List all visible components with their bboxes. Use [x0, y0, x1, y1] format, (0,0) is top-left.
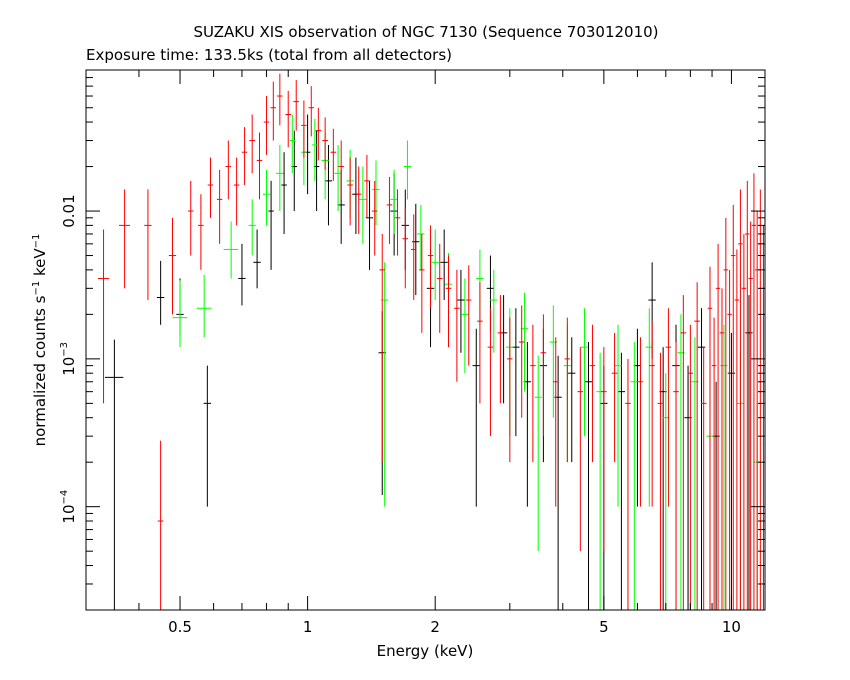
chart-title: SUZAKU XIS observation of NGC 7130 (Sequ… — [193, 23, 658, 41]
x-axis-ticks: 0.5 1 2 5 10 — [85, 70, 741, 636]
x-tick-label: 5 — [599, 618, 609, 636]
x-axis-label: Energy (keV) — [377, 642, 474, 660]
series-0 — [104, 114, 753, 610]
x-tick-label: 2 — [430, 618, 440, 636]
y-tick-label: 10−4 — [59, 490, 78, 524]
chart-subtitle: Exposure time: 133.5ks (total from all d… — [86, 46, 452, 64]
x-tick-label: 0.5 — [168, 618, 192, 636]
x-tick-label: 10 — [722, 618, 741, 636]
series-1 — [172, 114, 761, 610]
series-2 — [97, 73, 765, 610]
x-tick-label: 1 — [303, 618, 313, 636]
data-series-layer — [97, 73, 765, 610]
y-tick-label: 0.01 — [60, 194, 78, 227]
y-tick-label: 10−3 — [59, 342, 78, 376]
plot-frame — [85, 69, 766, 611]
y-axis-label: normalized counts s−1 keV−1 — [31, 234, 49, 447]
y-axis-ticks: 10−4 10−3 0.01 — [59, 69, 765, 611]
